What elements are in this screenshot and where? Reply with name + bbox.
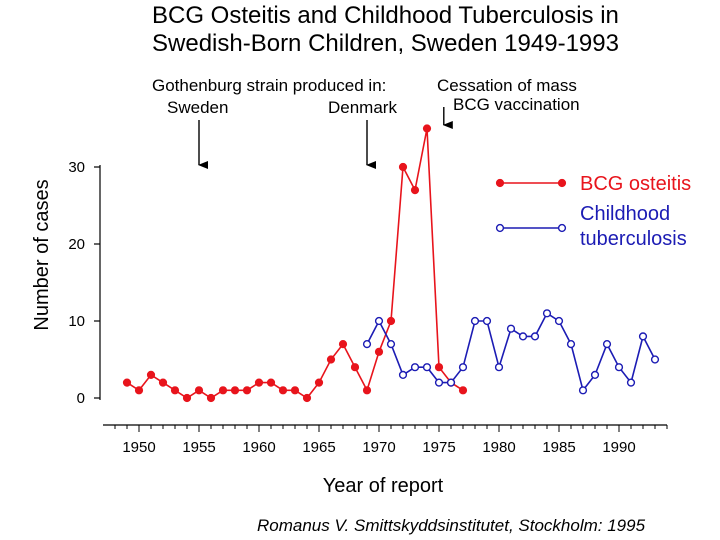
- data-point-bcg-osteitis: [218, 386, 228, 395]
- x-tick-label: 1980: [482, 439, 515, 456]
- data-point-bcg-osteitis: [146, 370, 156, 379]
- data-point-childhood-tuberculosis: [386, 340, 396, 349]
- x-tick-label: 1975: [422, 439, 455, 456]
- legend-marker-childhood-tuberculosis: [495, 223, 505, 233]
- data-point-childhood-tuberculosis: [614, 363, 624, 372]
- data-point-bcg-osteitis: [350, 363, 360, 372]
- data-point-childhood-tuberculosis: [458, 363, 468, 372]
- data-point-childhood-tuberculosis: [602, 340, 612, 349]
- y-tick-label: 0: [77, 390, 85, 407]
- data-point-childhood-tuberculosis: [506, 324, 516, 333]
- data-point-childhood-tuberculosis: [638, 332, 648, 341]
- legend-label-childhood-tuberculosis: Childhood: [580, 203, 670, 225]
- data-point-bcg-osteitis: [158, 378, 168, 387]
- x-tick-label: 1990: [602, 439, 635, 456]
- axes: 0 10 20 30 1950 1955 1960 1965 1970 1975 1980 1985 1…: [68, 159, 668, 456]
- data-point-bcg-osteitis: [266, 378, 276, 387]
- x-tick-label: 1985: [542, 439, 575, 456]
- data-point-childhood-tuberculosis: [410, 363, 420, 372]
- data-point-childhood-tuberculosis: [518, 332, 528, 341]
- data-point-childhood-tuberculosis: [374, 316, 384, 326]
- annotation-denmark: Denmark: [328, 98, 397, 117]
- data-point-childhood-tuberculosis: [590, 370, 600, 380]
- data-point-childhood-tuberculosis: [362, 340, 372, 349]
- data-point-bcg-osteitis: [398, 162, 408, 172]
- data-point-bcg-osteitis: [230, 386, 240, 395]
- data-point-bcg-osteitis: [134, 386, 144, 395]
- chart-title: BCG Osteitis and Childhood Tuberculosis …: [152, 2, 619, 58]
- data-point-bcg-osteitis: [386, 316, 396, 326]
- legend-marker-bcg-osteitis: [495, 178, 505, 188]
- source-credit: Romanus V. Smittskyddsinstitutet, Stockh…: [257, 516, 646, 535]
- data-point-bcg-osteitis: [362, 386, 372, 395]
- data-point-bcg-osteitis: [290, 386, 300, 395]
- legend-marker-bcg-osteitis: [557, 178, 567, 188]
- x-tick-label: 1955: [182, 439, 215, 456]
- data-point-bcg-osteitis: [242, 386, 252, 395]
- chart-title-line-1: BCG Osteitis and Childhood Tuberculosis …: [152, 2, 619, 29]
- data-point-bcg-osteitis: [194, 386, 204, 395]
- data-point-bcg-osteitis: [374, 347, 384, 356]
- data-point-childhood-tuberculosis: [554, 316, 564, 326]
- data-point-bcg-osteitis: [434, 363, 444, 372]
- data-point-bcg-osteitis: [206, 393, 216, 403]
- y-tick-label: 10: [68, 313, 85, 330]
- data-point-bcg-osteitis: [458, 386, 468, 395]
- data-point-childhood-tuberculosis: [566, 340, 576, 349]
- annotation-gothenburg: Gothenburg strain produced in:: [152, 76, 386, 95]
- annotation-arrows: [198, 107, 453, 169]
- x-tick-label: 1950: [122, 439, 155, 456]
- data-point-bcg-osteitis: [302, 393, 312, 403]
- data-point-bcg-osteitis: [410, 186, 420, 195]
- x-tick-label: 1970: [362, 439, 395, 456]
- data-point-childhood-tuberculosis: [530, 332, 540, 341]
- y-tick-label: 30: [68, 159, 85, 176]
- data-point-bcg-osteitis: [170, 386, 180, 395]
- data-point-childhood-tuberculosis: [446, 378, 456, 387]
- legend-marker-childhood-tuberculosis: [557, 223, 567, 233]
- x-axis-label: Year of report: [323, 475, 444, 497]
- y-tick-label: 20: [68, 236, 85, 253]
- data-point-bcg-osteitis: [338, 340, 348, 349]
- chart-title-line-2: Swedish-Born Children, Sweden 1949-1993: [152, 30, 619, 57]
- legend-label-childhood-tuberculosis: tuberculosis: [580, 228, 687, 250]
- x-tick-label: 1965: [302, 439, 335, 456]
- data-point-childhood-tuberculosis: [578, 386, 588, 395]
- data-point-bcg-osteitis: [122, 378, 132, 387]
- data-point-childhood-tuberculosis: [482, 316, 492, 326]
- data-point-childhood-tuberculosis: [434, 378, 444, 387]
- x-tick-label: 1960: [242, 439, 275, 456]
- series-group: [122, 124, 660, 403]
- data-point-childhood-tuberculosis: [494, 363, 504, 372]
- series-line-bcg-osteitis: [126, 128, 464, 400]
- data-point-childhood-tuberculosis: [470, 316, 480, 326]
- data-point-bcg-osteitis: [326, 355, 336, 364]
- data-point-childhood-tuberculosis: [422, 363, 432, 372]
- annotation-cessation-line-2: BCG vaccination: [453, 95, 580, 114]
- data-point-childhood-tuberculosis: [626, 378, 636, 387]
- y-axis-label: Number of cases: [31, 179, 53, 330]
- annotation-sweden: Sweden: [167, 98, 228, 117]
- data-point-bcg-osteitis: [422, 124, 432, 133]
- data-point-bcg-osteitis: [182, 393, 192, 403]
- annotation-cessation-line-1: Cessation of mass: [437, 76, 577, 95]
- data-point-childhood-tuberculosis: [542, 309, 552, 318]
- data-point-childhood-tuberculosis: [398, 370, 408, 380]
- data-point-bcg-osteitis: [278, 386, 288, 395]
- legend: BCG osteitis Childhood tuberculosis: [495, 173, 691, 250]
- data-point-bcg-osteitis: [254, 378, 264, 387]
- data-point-bcg-osteitis: [314, 378, 324, 387]
- data-point-childhood-tuberculosis: [650, 355, 660, 364]
- legend-label-bcg-osteitis: BCG osteitis: [580, 173, 691, 195]
